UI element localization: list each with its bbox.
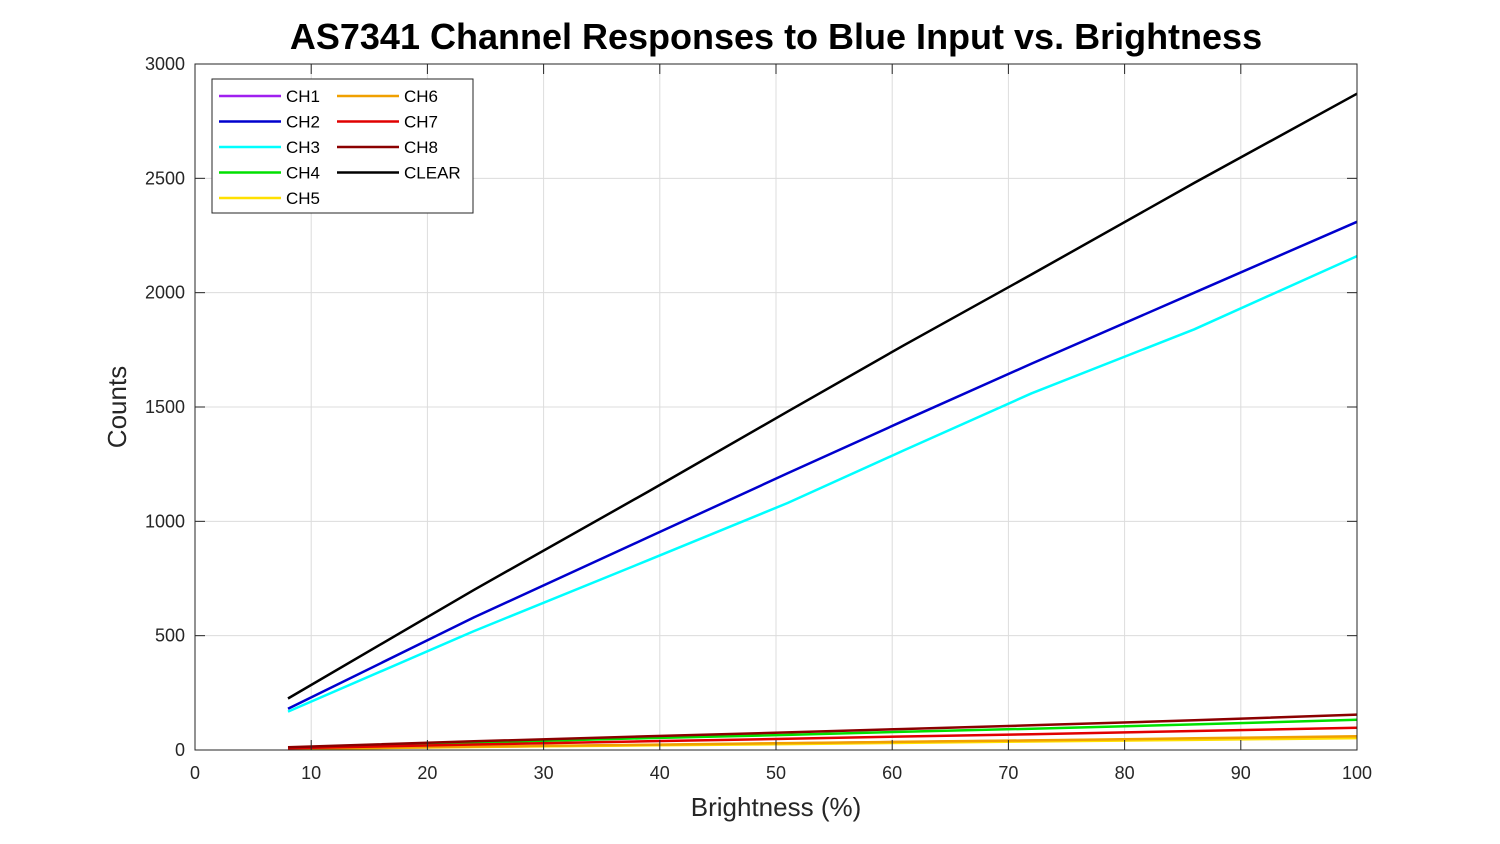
legend-label-ch3: CH3 — [286, 138, 320, 157]
y-tick-label: 500 — [155, 626, 185, 646]
y-tick-label: 3000 — [145, 54, 185, 74]
series-line-clear — [287, 92, 1358, 700]
x-tick-label: 10 — [301, 763, 321, 783]
chart-title: AS7341 Channel Responses to Blue Input v… — [290, 16, 1262, 57]
x-tick-label: 30 — [534, 763, 554, 783]
x-axis-label: Brightness (%) — [691, 792, 862, 822]
legend-label-clear: CLEAR — [404, 164, 461, 183]
x-tick-label: 40 — [650, 763, 670, 783]
legend-label-ch5: CH5 — [286, 189, 320, 208]
series-line-ch7 — [287, 726, 1358, 750]
series-line-ch4 — [287, 718, 1358, 749]
series-line-ch3 — [287, 254, 1358, 713]
x-tick-label: 80 — [1115, 763, 1135, 783]
y-axis-label: Counts — [102, 366, 132, 448]
legend: CH1 CH2 CH3 CH4 CH5 CH6 CH7 CH8 CLEAR — [211, 78, 474, 214]
x-tick-label: 100 — [1342, 763, 1372, 783]
x-tick-label: 50 — [766, 763, 786, 783]
y-tick-label: 2500 — [145, 168, 185, 188]
x-tick-label: 60 — [882, 763, 902, 783]
y-tick-label: 2000 — [145, 283, 185, 303]
series-line-ch6 — [287, 735, 1358, 751]
y-tick-label: 1500 — [145, 397, 185, 417]
series-line-ch2 — [287, 220, 1358, 710]
x-tick-label: 20 — [417, 763, 437, 783]
legend-label-ch8: CH8 — [404, 138, 438, 157]
legend-label-ch1: CH1 — [286, 87, 320, 106]
y-tick-label: 1000 — [145, 511, 185, 531]
x-tick-label: 0 — [190, 763, 200, 783]
legend-label-ch7: CH7 — [404, 113, 438, 132]
series-line-ch8 — [287, 713, 1358, 749]
x-tick-label: 90 — [1231, 763, 1251, 783]
y-tick-label: 0 — [175, 740, 185, 760]
x-tick-label: 70 — [998, 763, 1018, 783]
legend-label-ch4: CH4 — [286, 164, 320, 183]
legend-label-ch6: CH6 — [404, 87, 438, 106]
legend-label-ch2: CH2 — [286, 113, 320, 132]
